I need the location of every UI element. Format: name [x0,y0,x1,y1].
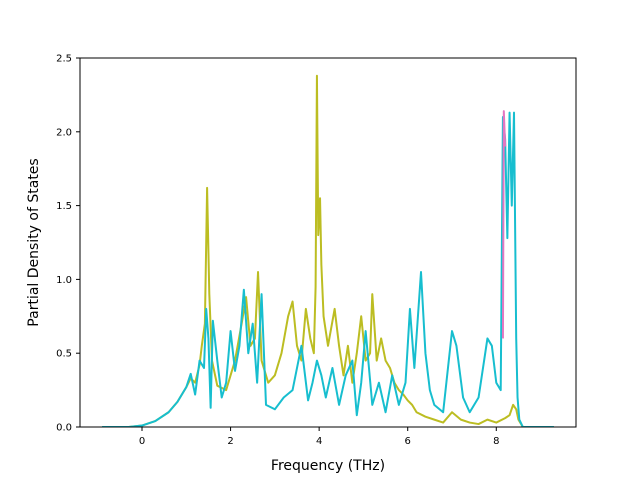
y-tick-label: 0.5 [56,349,72,360]
y-tick-label: 0.0 [56,423,72,434]
x-tick-label: 8 [493,436,499,447]
x-axis-ticks: 0 2 4 6 8 [139,427,499,447]
x-tick-label: 2 [227,436,233,447]
y-tick-label: 1.0 [56,275,72,286]
series-layer [102,74,554,427]
series-line-2 [102,111,554,427]
x-tick-label: 0 [139,436,145,447]
series-line-1 [102,74,554,427]
y-axis-ticks: 0.0 0.5 1.0 1.5 2.0 2.5 [56,54,80,434]
x-tick-label: 4 [316,436,322,447]
y-tick-label: 2.5 [56,54,72,65]
axes-frame [79,57,577,428]
x-axis-label: Frequency (THz) [271,458,385,474]
x-tick-label: 6 [405,436,411,447]
y-tick-label: 2.0 [56,127,72,138]
series-line-3 [501,110,507,339]
y-axis-label: Partial Density of States [26,158,42,326]
y-tick-label: 1.5 [56,201,72,212]
